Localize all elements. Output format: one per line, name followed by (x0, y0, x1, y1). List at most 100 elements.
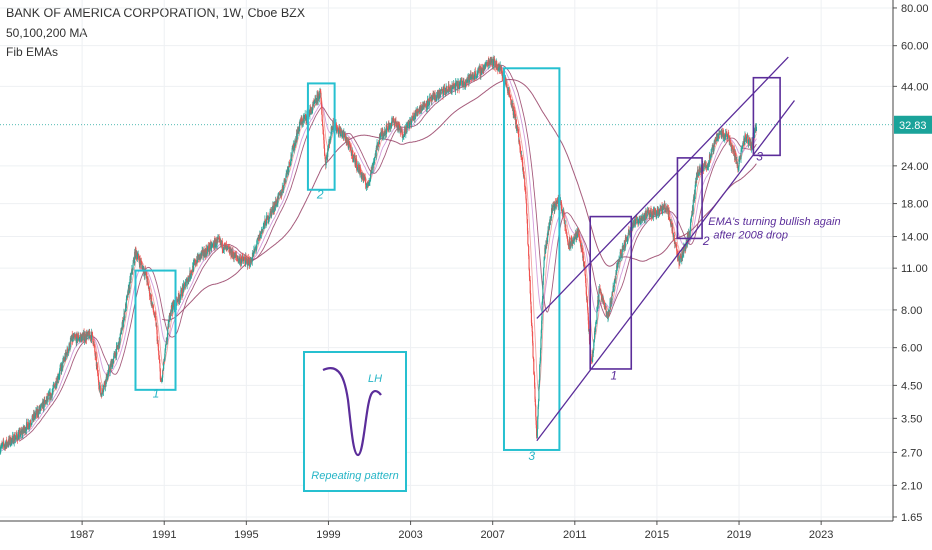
candle-body (689, 222, 692, 230)
candle-body (127, 289, 129, 298)
candle-body (324, 148, 326, 156)
candle-body (588, 320, 590, 331)
candle-body (241, 259, 243, 263)
candle-body (78, 335, 80, 340)
candle-body (359, 168, 362, 173)
candle-body (713, 145, 715, 152)
trendline-lower (536, 100, 795, 442)
candle-body (661, 206, 663, 211)
candle-body (586, 299, 589, 308)
candle-body (52, 384, 54, 390)
candle-body (278, 193, 280, 196)
ema-indicator-legend[interactable]: Fib EMAs (6, 45, 59, 59)
candle-body (19, 430, 21, 438)
x-tick-label: 2015 (645, 529, 669, 541)
candles (0, 55, 758, 455)
candle-body (26, 421, 28, 425)
candle-body (731, 144, 733, 149)
candle-body (522, 161, 524, 171)
candle-body (464, 83, 466, 86)
candle-body (616, 263, 619, 269)
candle-body (357, 164, 360, 173)
candle-body (508, 89, 510, 95)
pattern-box-2009 (502, 67, 561, 451)
candle-body (338, 130, 340, 134)
x-tick-label: 2019 (727, 529, 751, 541)
candle-body (269, 211, 271, 218)
candle-body (522, 167, 525, 177)
candle-body (547, 234, 549, 242)
candle-body (351, 152, 353, 156)
candle-body (286, 169, 289, 175)
candle-body (5, 443, 7, 449)
candle-body (147, 283, 150, 289)
candle-body (462, 80, 464, 87)
candle-body (32, 414, 34, 421)
trendline-upper (536, 56, 789, 319)
candle-body (420, 105, 422, 111)
candle-body (655, 209, 657, 215)
candle-body (590, 358, 592, 361)
candle-body (135, 247, 137, 251)
label-2b: 2 (702, 234, 710, 248)
candle-body (395, 120, 397, 124)
candle-body (256, 244, 258, 248)
candle-body (232, 250, 234, 256)
candle-body (533, 358, 535, 375)
candle-body (97, 365, 99, 373)
candle-body (378, 142, 380, 144)
y-tick-label: 18.00 (901, 199, 929, 211)
candle-body (637, 221, 639, 225)
candle-body (609, 302, 611, 312)
candle-body (130, 272, 133, 275)
candle-body (12, 435, 15, 444)
candle-body (598, 289, 600, 301)
pattern-box-2020 (752, 76, 781, 157)
candle-body (666, 209, 668, 211)
candle-body (545, 248, 547, 254)
candle-body (392, 118, 394, 123)
candle-body (320, 89, 322, 93)
candle-body (374, 157, 376, 161)
candle-body (209, 244, 211, 251)
candle-body (119, 332, 122, 337)
candle-body (156, 329, 158, 342)
candle-body (132, 263, 134, 270)
candle-body (724, 137, 726, 139)
candle-body (744, 140, 746, 145)
candle-body (584, 274, 587, 279)
candle-body (578, 231, 580, 238)
candle-body (581, 245, 583, 252)
candle-body (294, 143, 296, 148)
candle-body (67, 348, 69, 353)
candle-body (528, 269, 531, 277)
candle-body (755, 126, 758, 132)
candle-body (551, 208, 553, 219)
ma-indicator-legend[interactable]: 50,100,200 MA (6, 26, 88, 40)
candle-body (262, 227, 264, 232)
candle-body (16, 433, 18, 437)
candle-body (81, 334, 83, 342)
y-tick-label: 4.50 (901, 380, 922, 392)
candle-body (167, 327, 169, 334)
candle-body (654, 208, 656, 215)
y-tick-label: 8.00 (901, 305, 922, 317)
candle-body (187, 278, 189, 282)
candle-body (475, 73, 477, 78)
candle-body (525, 191, 527, 199)
candle-body (348, 141, 350, 143)
candle-body (99, 385, 101, 394)
candle-body (566, 233, 568, 237)
candle-body (328, 141, 330, 146)
candle-body (270, 211, 272, 212)
candle-body (132, 261, 135, 264)
candle-body (451, 84, 453, 91)
candle-body (528, 256, 530, 270)
candle-body (265, 216, 268, 226)
candle-body (105, 377, 107, 384)
candle-body (61, 363, 63, 372)
candle-body (733, 148, 735, 156)
candle-body (534, 374, 536, 387)
